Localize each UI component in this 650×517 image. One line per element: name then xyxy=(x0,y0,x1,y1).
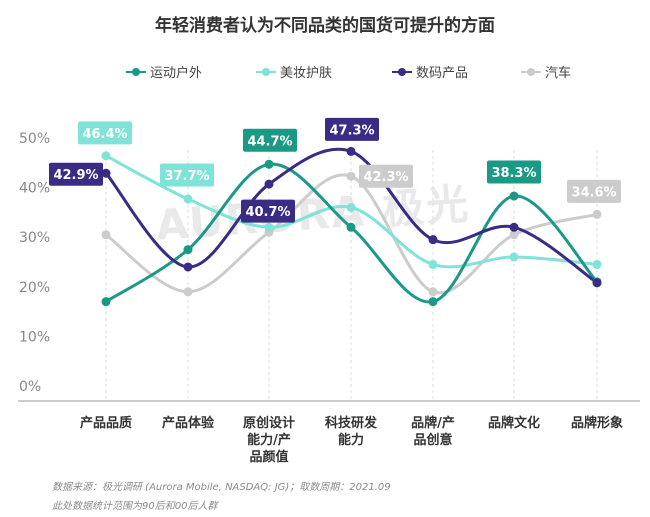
x-category-label: 原创设计能力/产品颜值 xyxy=(243,415,295,465)
chart-title: 年轻消费者认为不同品类的国货可提升的方面 xyxy=(155,15,495,36)
data-label: 40.7% xyxy=(241,199,295,223)
legend-item: 汽车 xyxy=(521,65,571,81)
legend-swatch-marker xyxy=(398,68,406,76)
data-point xyxy=(592,259,602,269)
data-point xyxy=(264,179,274,189)
data-point xyxy=(428,287,438,297)
x-category-label: 品牌形象 xyxy=(571,415,623,431)
data-label-text: 38.3% xyxy=(491,166,536,181)
chart-axes: 0% 10% 20% 30% 40% 50% 产品品质 产品体验 原创设计能力/产品颜值科技研发… xyxy=(18,131,640,465)
y-tick-label: 10% xyxy=(19,329,50,345)
data-point xyxy=(428,297,438,307)
legend-label: 美妆护肤 xyxy=(280,66,332,81)
x-category-label: 科技研发能力 xyxy=(325,415,378,448)
data-point xyxy=(183,194,193,204)
data-label-box xyxy=(78,121,132,145)
data-point xyxy=(592,278,602,288)
source-note: 数据来源：极光调研 (Aurora Mobile, NASDAQ: JG)；取数… xyxy=(52,481,391,493)
data-label-text: 42.9% xyxy=(53,168,98,183)
data-point xyxy=(428,235,438,245)
data-point xyxy=(428,259,438,269)
scope-note: 此处数据统计范围为90后和00后人群 xyxy=(52,500,219,512)
y-tick-label: 50% xyxy=(19,131,50,147)
data-label-box xyxy=(567,179,621,203)
x-category-label: 产品品质 xyxy=(80,415,132,431)
data-label-text: 40.7% xyxy=(245,205,290,220)
data-label: 44.7% xyxy=(243,128,297,152)
data-label-box xyxy=(325,117,379,141)
data-label-text: 37.7% xyxy=(164,169,209,184)
data-label-box xyxy=(359,164,413,188)
data-point xyxy=(101,297,111,307)
data-label: 47.3% xyxy=(325,117,379,141)
data-point xyxy=(346,222,356,232)
chart-data-labels: 46.4% 42.9% 37.7% 44.7% 40.7% 47.3% 42.3% 38.3%… xyxy=(49,117,621,223)
data-point xyxy=(183,262,193,272)
data-point xyxy=(264,222,274,232)
legend-swatch-marker xyxy=(527,68,535,76)
data-label: 42.9% xyxy=(49,162,103,186)
legend-label: 运动户外 xyxy=(150,65,202,81)
legend-swatch-marker xyxy=(132,68,140,76)
data-point xyxy=(264,159,274,169)
data-point xyxy=(509,191,519,201)
data-label-text: 46.4% xyxy=(82,127,127,142)
data-label-box xyxy=(241,199,295,223)
data-label: 46.4% xyxy=(78,121,132,145)
data-point xyxy=(101,230,111,240)
data-label-box xyxy=(160,163,214,187)
data-label: 37.7% xyxy=(160,163,214,187)
data-point xyxy=(183,245,193,255)
y-tick-label: 40% xyxy=(19,181,50,197)
data-point xyxy=(509,252,519,262)
data-label-text: 42.3% xyxy=(363,170,408,185)
chart-points xyxy=(101,146,602,307)
data-point xyxy=(509,222,519,232)
data-point xyxy=(592,209,602,219)
data-point xyxy=(346,202,356,212)
data-label-box xyxy=(243,128,297,152)
legend-label: 数码产品 xyxy=(416,66,468,81)
data-label-box xyxy=(487,160,541,184)
legend-swatch-marker xyxy=(262,68,270,76)
y-tick-label: 0% xyxy=(19,379,41,395)
data-label: 42.3% xyxy=(359,164,413,188)
y-tick-label: 30% xyxy=(19,230,50,246)
data-label: 34.6% xyxy=(567,179,621,203)
data-point xyxy=(509,230,519,240)
data-point xyxy=(101,168,111,178)
data-point xyxy=(346,146,356,156)
x-category-label: 品牌文化 xyxy=(488,415,540,431)
chart-legend: 运动户外 美妆护肤 数码产品 汽车 xyxy=(126,65,571,81)
legend-item: 数码产品 xyxy=(392,66,468,81)
legend-label: 汽车 xyxy=(545,65,571,81)
legend-item: 运动户外 xyxy=(126,65,202,81)
legend-item: 美妆护肤 xyxy=(256,66,332,81)
data-point xyxy=(346,171,356,181)
x-category-label: 品牌/产品创意 xyxy=(411,415,455,448)
y-tick-label: 20% xyxy=(19,280,50,296)
data-point xyxy=(183,287,193,297)
data-label-box xyxy=(49,162,103,186)
data-label-text: 44.7% xyxy=(247,134,292,149)
data-label-text: 34.6% xyxy=(571,185,616,200)
data-label-text: 47.3% xyxy=(329,123,374,138)
x-category-label: 产品体验 xyxy=(162,415,215,431)
data-point xyxy=(101,151,111,161)
data-label: 38.3% xyxy=(487,160,541,184)
